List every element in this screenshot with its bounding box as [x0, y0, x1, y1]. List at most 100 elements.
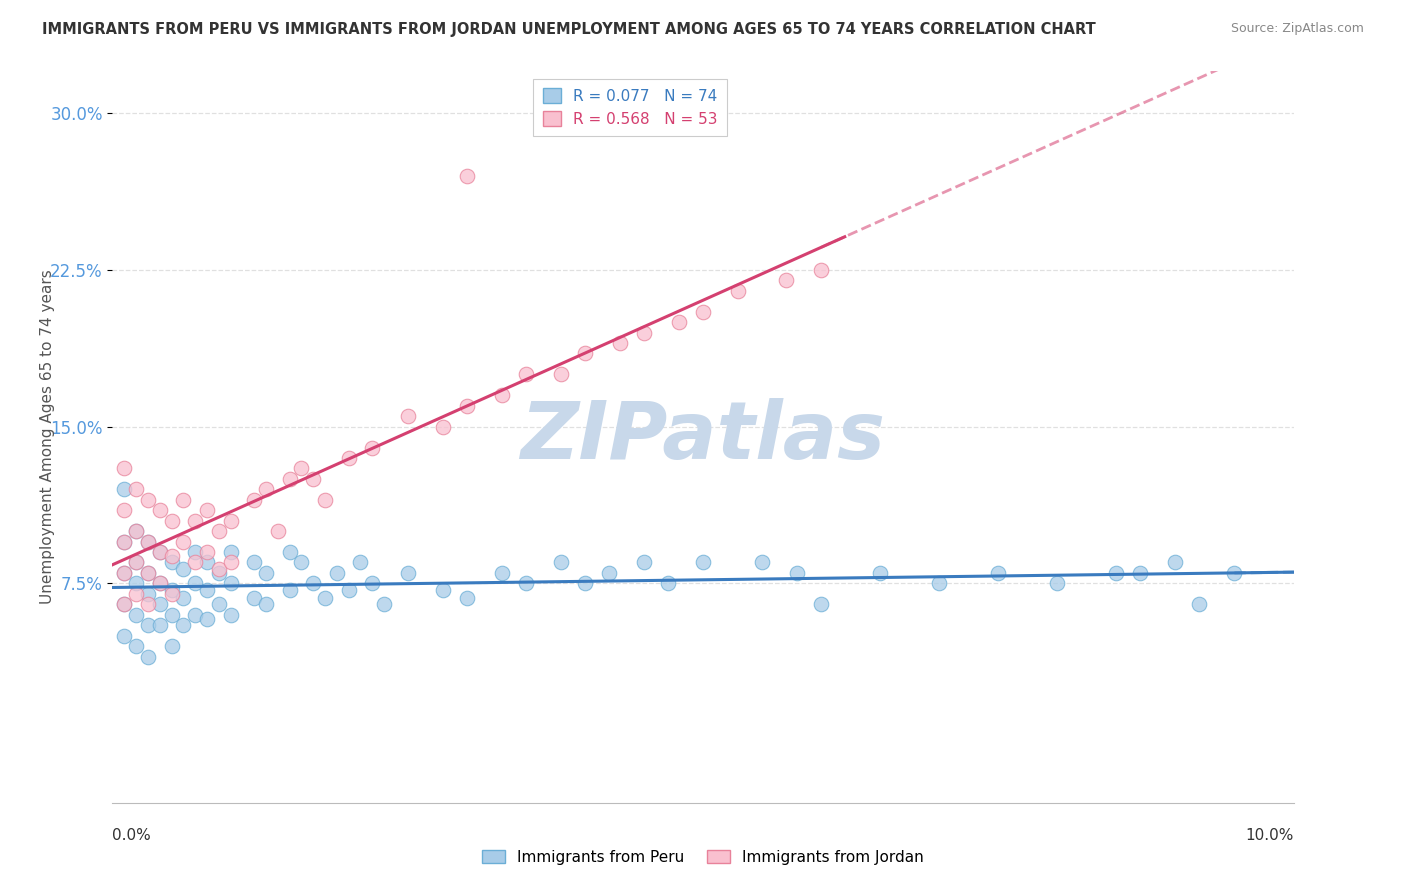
Point: [550, 556, 572, 570]
Point: [112, 503, 135, 517]
Point: [491, 566, 513, 580]
Point: [243, 556, 266, 570]
Point: [184, 576, 207, 591]
Point: [775, 273, 797, 287]
Point: [598, 566, 620, 580]
Point: [149, 576, 172, 591]
Point: [254, 597, 277, 611]
Point: [149, 545, 172, 559]
Point: [326, 566, 349, 580]
Point: [337, 450, 360, 465]
Point: [195, 556, 218, 570]
Point: [208, 597, 231, 611]
Point: [456, 591, 478, 605]
Point: [125, 607, 148, 622]
Point: [172, 534, 194, 549]
Point: [219, 576, 242, 591]
Point: [373, 597, 395, 611]
Point: [136, 618, 159, 632]
Point: [184, 607, 207, 622]
Point: [278, 582, 301, 597]
Text: IMMIGRANTS FROM PERU VS IMMIGRANTS FROM JORDAN UNEMPLOYMENT AMONG AGES 65 TO 74 : IMMIGRANTS FROM PERU VS IMMIGRANTS FROM …: [42, 22, 1095, 37]
Point: [1129, 566, 1152, 580]
Point: [112, 534, 135, 549]
Point: [290, 556, 312, 570]
Point: [125, 524, 148, 538]
Point: [254, 483, 277, 497]
Point: [349, 556, 371, 570]
Point: [112, 566, 135, 580]
Point: [1105, 566, 1128, 580]
Point: [810, 263, 832, 277]
Point: [290, 461, 312, 475]
Point: [692, 556, 714, 570]
Point: [195, 503, 218, 517]
Point: [136, 566, 159, 580]
Text: Unemployment Among Ages 65 to 74 years: Unemployment Among Ages 65 to 74 years: [39, 269, 55, 605]
Point: [243, 492, 266, 507]
Point: [172, 492, 194, 507]
Point: [172, 591, 194, 605]
Point: [125, 587, 148, 601]
Point: [633, 326, 655, 340]
Point: [112, 534, 135, 549]
Point: [491, 388, 513, 402]
Point: [172, 618, 194, 632]
Point: [786, 566, 808, 580]
Point: [219, 514, 242, 528]
Point: [361, 576, 384, 591]
Point: [160, 514, 183, 528]
Point: [149, 545, 172, 559]
Text: 0.0%: 0.0%: [112, 828, 152, 843]
Point: [810, 597, 832, 611]
Point: [928, 576, 950, 591]
Point: [456, 169, 478, 183]
Point: [278, 472, 301, 486]
Point: [112, 566, 135, 580]
Point: [609, 336, 631, 351]
Legend: R = 0.077   N = 74, R = 0.568   N = 53: R = 0.077 N = 74, R = 0.568 N = 53: [533, 79, 727, 136]
Point: [219, 545, 242, 559]
Point: [987, 566, 1010, 580]
Point: [869, 566, 891, 580]
Point: [136, 566, 159, 580]
Point: [112, 483, 135, 497]
Point: [160, 607, 183, 622]
Point: [751, 556, 773, 570]
Point: [184, 514, 207, 528]
Point: [136, 587, 159, 601]
Point: [302, 472, 325, 486]
Text: Source: ZipAtlas.com: Source: ZipAtlas.com: [1230, 22, 1364, 36]
Point: [184, 545, 207, 559]
Point: [208, 562, 231, 576]
Point: [361, 441, 384, 455]
Point: [456, 399, 478, 413]
Point: [184, 556, 207, 570]
Point: [125, 639, 148, 653]
Point: [574, 576, 596, 591]
Point: [302, 576, 325, 591]
Point: [149, 503, 172, 517]
Point: [633, 556, 655, 570]
Point: [432, 582, 454, 597]
Point: [149, 576, 172, 591]
Point: [267, 524, 290, 538]
Point: [1223, 566, 1246, 580]
Point: [112, 597, 135, 611]
Point: [160, 639, 183, 653]
Point: [396, 566, 419, 580]
Text: ZIPatlas: ZIPatlas: [520, 398, 886, 476]
Point: [574, 346, 596, 360]
Text: 10.0%: 10.0%: [1246, 828, 1294, 843]
Point: [136, 597, 159, 611]
Point: [136, 492, 159, 507]
Point: [396, 409, 419, 424]
Point: [172, 562, 194, 576]
Point: [314, 591, 336, 605]
Point: [727, 284, 749, 298]
Point: [1188, 597, 1211, 611]
Point: [160, 582, 183, 597]
Point: [160, 556, 183, 570]
Point: [243, 591, 266, 605]
Point: [314, 492, 336, 507]
